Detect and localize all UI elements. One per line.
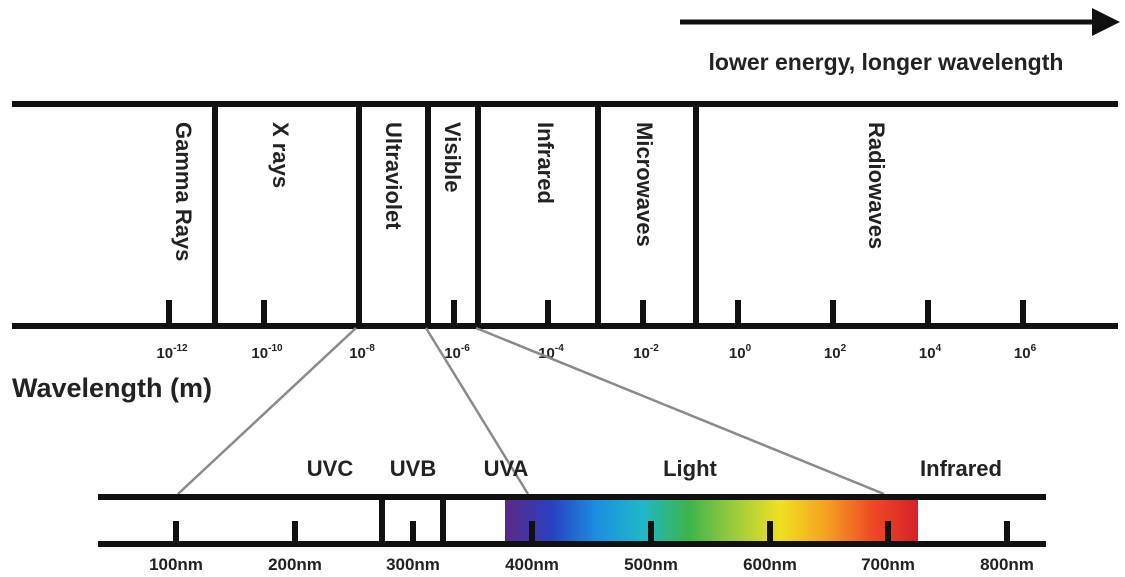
tick-label: 10-8 bbox=[349, 343, 375, 362]
visible-light-gradient bbox=[505, 498, 918, 542]
arrow-head-icon bbox=[1092, 8, 1120, 36]
wavelength-tick-labels: 10-12 10-10 10-8 10-6 10-4 10-2 100 102 … bbox=[156, 343, 1036, 362]
band-visible: Visible bbox=[440, 122, 465, 193]
tick-label: 104 bbox=[919, 343, 942, 362]
band-microwaves: Microwaves bbox=[632, 122, 657, 247]
band-x-rays: X rays bbox=[268, 122, 293, 188]
tick-label: 10-2 bbox=[633, 343, 659, 362]
nm-tick-labels: 100nm 200nm 300nm 400nm 500nm 600nm 700n… bbox=[149, 555, 1034, 574]
nm-label: 800nm bbox=[980, 555, 1034, 574]
tick-label: 106 bbox=[1014, 343, 1037, 362]
zoom-connectors bbox=[177, 326, 885, 496]
sub-region-uvc: UVC bbox=[307, 456, 354, 481]
direction-label: lower energy, longer wavelength bbox=[709, 49, 1064, 75]
axis-label: Wavelength (m) bbox=[12, 373, 212, 403]
sub-region-labels: UVC UVB UVA Light Infrared bbox=[307, 456, 1002, 481]
sub-region-uva: UVA bbox=[484, 456, 529, 481]
zoom-line bbox=[177, 327, 357, 495]
nm-label: 200nm bbox=[268, 555, 322, 574]
nm-label: 500nm bbox=[624, 555, 678, 574]
nm-label: 600nm bbox=[743, 555, 797, 574]
band-gamma-rays: Gamma Rays bbox=[171, 122, 196, 261]
band-infrared: Infrared bbox=[533, 122, 558, 204]
band-ultraviolet: Ultraviolet bbox=[381, 122, 406, 230]
band-labels: Gamma Rays X rays Ultraviolet Visible In… bbox=[171, 122, 889, 261]
tick-label: 100 bbox=[729, 343, 752, 362]
sub-region-infrared: Infrared bbox=[920, 456, 1002, 481]
band-radiowaves: Radiowaves bbox=[864, 122, 889, 249]
nm-label: 100nm bbox=[149, 555, 203, 574]
tick-label: 10-6 bbox=[444, 343, 470, 362]
tick-label: 10-12 bbox=[156, 343, 188, 362]
spectrum-bar bbox=[12, 101, 1118, 329]
nm-label: 700nm bbox=[861, 555, 915, 574]
tick-label: 10-10 bbox=[251, 343, 283, 362]
nm-label: 300nm bbox=[386, 555, 440, 574]
sub-region-light: Light bbox=[663, 456, 717, 481]
zoomed-bar bbox=[98, 494, 1046, 547]
zoom-line bbox=[475, 326, 885, 496]
zoom-line bbox=[424, 327, 530, 495]
tick-label: 102 bbox=[824, 343, 847, 362]
direction-arrow bbox=[680, 8, 1120, 36]
nm-label: 400nm bbox=[505, 555, 559, 574]
sub-region-uvb: UVB bbox=[390, 456, 436, 481]
